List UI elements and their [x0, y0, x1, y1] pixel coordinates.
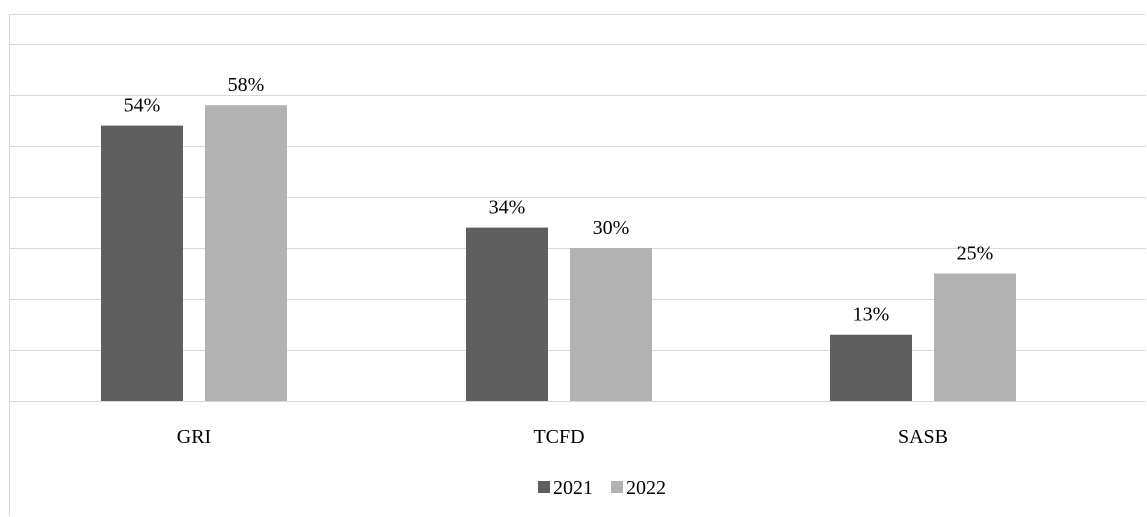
category-label-sasb: SASB [898, 426, 948, 448]
value-label-gri-2022: 58% [228, 74, 265, 96]
bar-chart: 54% 58% 34% 30% 13% 25% GRI TCFD SASB 2021 2022 [10, 44, 1146, 499]
legend-label-2021: 2021 [553, 477, 593, 499]
bars [101, 105, 1016, 401]
value-labels: 54% 58% 34% 30% 13% 25% [124, 74, 994, 326]
legend: 2021 2022 [538, 477, 666, 499]
value-label-sasb-2021: 13% [853, 304, 890, 326]
value-label-sasb-2022: 25% [957, 243, 994, 265]
legend-label-2022: 2022 [626, 477, 666, 499]
bar-tcfd-2021 [466, 227, 548, 401]
category-label-gri: GRI [177, 426, 211, 448]
value-label-tcfd-2021: 34% [489, 197, 526, 219]
bar-tcfd-2022 [570, 248, 652, 401]
legend-swatch-2021 [538, 481, 550, 493]
bar-gri-2021 [101, 125, 183, 401]
value-label-gri-2021: 54% [124, 95, 161, 117]
chart-frame: 54% 58% 34% 30% 13% 25% GRI TCFD SASB 2021 2022 [9, 14, 1146, 516]
category-label-tcfd: TCFD [533, 426, 584, 448]
bar-sasb-2021 [830, 334, 912, 401]
legend-swatch-2022 [611, 481, 623, 493]
value-label-tcfd-2022: 30% [593, 217, 630, 239]
bar-gri-2022 [205, 105, 287, 401]
x-axis: GRI TCFD SASB [10, 401, 1146, 448]
bar-sasb-2022 [934, 273, 1016, 401]
